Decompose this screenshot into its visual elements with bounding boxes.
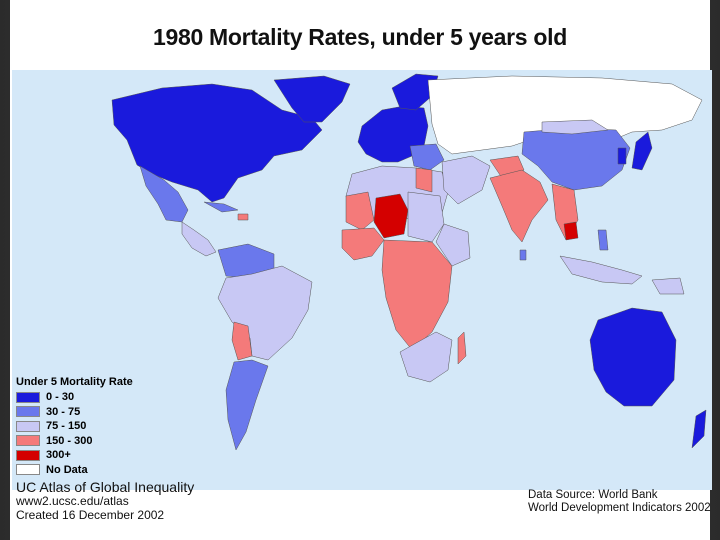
legend-swatch — [16, 435, 40, 447]
credits-url: www2.ucsc.edu/atlas — [16, 494, 129, 508]
legend-swatch — [16, 420, 40, 432]
region-south-asia — [489, 169, 549, 243]
region-japan — [631, 131, 653, 171]
region-central-america — [181, 221, 217, 257]
region-madagascar — [457, 331, 467, 365]
source-line-1: Data Source: World Bank — [528, 489, 658, 501]
region-middle-east — [441, 155, 491, 205]
atlas-credits: UC Atlas of Global Inequality www2.ucsc.… — [16, 480, 194, 522]
region-chad-sudan — [407, 191, 445, 243]
region-png — [651, 277, 685, 295]
region-east-africa — [435, 223, 471, 267]
legend-item: 30 - 75 — [16, 405, 196, 420]
region-egypt — [415, 167, 433, 193]
legend-item: No Data — [16, 463, 196, 478]
region-australia — [589, 307, 677, 407]
legend-swatch — [16, 391, 40, 403]
legend-item: 0 - 30 — [16, 390, 196, 405]
region-niger — [373, 193, 409, 239]
region-southern-africa — [399, 331, 453, 383]
region-haiti — [237, 213, 249, 221]
map-legend: Under 5 Mortality Rate 0 - 30 30 - 75 75… — [16, 376, 196, 477]
region-greenland — [273, 75, 351, 123]
region-new-zealand — [691, 409, 707, 449]
legend-label: 75 - 150 — [46, 420, 87, 433]
legend-title: Under 5 Mortality Rate — [16, 376, 133, 388]
source-line-2: World Development Indicators 2002 — [528, 502, 711, 514]
legend-label: 30 - 75 — [46, 405, 81, 418]
legend-label: 0 - 30 — [46, 391, 75, 404]
region-argentina-chile — [225, 359, 269, 451]
region-malaysia-indonesia — [559, 255, 643, 285]
region-mongolia — [541, 119, 609, 135]
region-mali-mauritania — [345, 191, 375, 231]
region-philippines — [597, 229, 609, 251]
region-caribbean — [203, 201, 239, 213]
legend-item: 75 - 150 — [16, 419, 196, 434]
legend-item: 150 - 300 — [16, 434, 196, 449]
region-west-africa — [341, 227, 385, 261]
region-cambodia — [563, 221, 579, 241]
world-map — [12, 70, 712, 490]
region-brazil — [217, 265, 313, 361]
legend-swatch — [16, 406, 40, 418]
region-sri-lanka — [519, 249, 527, 261]
legend-label: No Data — [46, 463, 88, 476]
region-north-america — [111, 83, 323, 203]
legend-swatch — [16, 449, 40, 461]
legend-swatch — [16, 464, 40, 476]
data-source: Data Source: World Bank World Developmen… — [528, 489, 711, 515]
legend-label: 300+ — [46, 449, 71, 462]
region-eastern-europe — [409, 143, 445, 171]
credits-org: UC Atlas of Global Inequality — [16, 479, 195, 495]
credits-date: Created 16 December 2002 — [16, 508, 165, 522]
legend-label: 150 - 300 — [46, 434, 93, 447]
region-korea — [617, 147, 627, 165]
legend-item: 300+ — [16, 448, 196, 463]
region-bolivia — [231, 321, 253, 361]
map-title: 1980 Mortality Rates, under 5 years old — [153, 24, 567, 50]
